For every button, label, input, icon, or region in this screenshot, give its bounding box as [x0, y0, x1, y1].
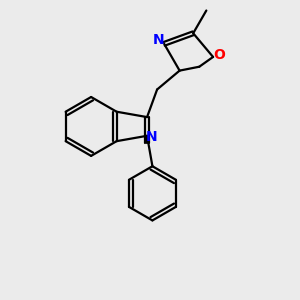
- Text: O: O: [213, 49, 225, 62]
- Text: N: N: [146, 130, 157, 144]
- Text: N: N: [153, 33, 165, 47]
